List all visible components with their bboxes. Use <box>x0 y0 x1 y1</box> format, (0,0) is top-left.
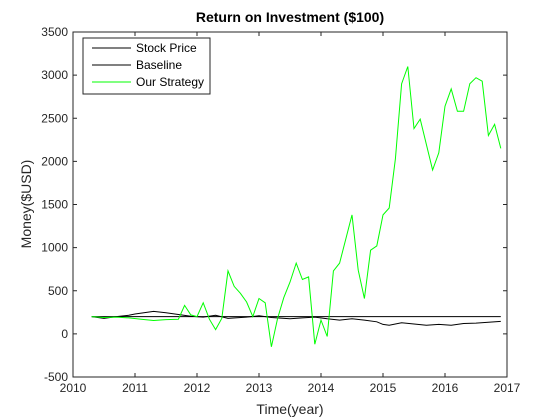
x-tick-label: 2014 <box>308 381 335 395</box>
chart-title: Return on Investment ($100) <box>196 9 384 25</box>
series-layer <box>91 66 502 347</box>
legend-label-stock-price: Stock Price <box>136 41 197 55</box>
legend: Stock Price Baseline Our Strategy <box>82 37 211 95</box>
x-tick-label: 2012 <box>184 381 211 395</box>
x-tick-label: 2015 <box>370 381 397 395</box>
y-tick-label: 3000 <box>41 68 68 82</box>
y-tick-label: 3500 <box>41 25 68 39</box>
y-axis-label: Money($USD) <box>18 160 34 249</box>
legend-box <box>82 37 211 95</box>
y-tick-label: 1500 <box>41 198 68 212</box>
x-axis-label: Time(year) <box>256 401 323 417</box>
y-axis-ticks: -500 0 500 1000 1500 2000 2500 3000 3500 <box>41 25 507 384</box>
y-tick-label: -500 <box>44 370 68 384</box>
x-tick-label: 2010 <box>60 381 87 395</box>
y-tick-label: 0 <box>61 327 68 341</box>
legend-label-baseline: Baseline <box>136 58 182 72</box>
x-axis-ticks: 2010 2011 2012 2013 2014 2015 2016 2017 <box>60 32 521 395</box>
x-tick-label: 2017 <box>494 381 521 395</box>
legend-label-our-strategy: Our Strategy <box>136 75 204 89</box>
y-tick-label: 2500 <box>41 111 68 125</box>
y-tick-label: 1000 <box>41 241 68 255</box>
series-line-stock-price <box>91 310 501 326</box>
y-tick-label: 2000 <box>41 154 68 168</box>
x-tick-label: 2016 <box>432 381 459 395</box>
x-tick-label: 2011 <box>122 381 148 395</box>
y-tick-label: 500 <box>48 284 68 298</box>
series-line-our-strategy <box>91 66 502 347</box>
x-tick-label: 2013 <box>246 381 273 395</box>
